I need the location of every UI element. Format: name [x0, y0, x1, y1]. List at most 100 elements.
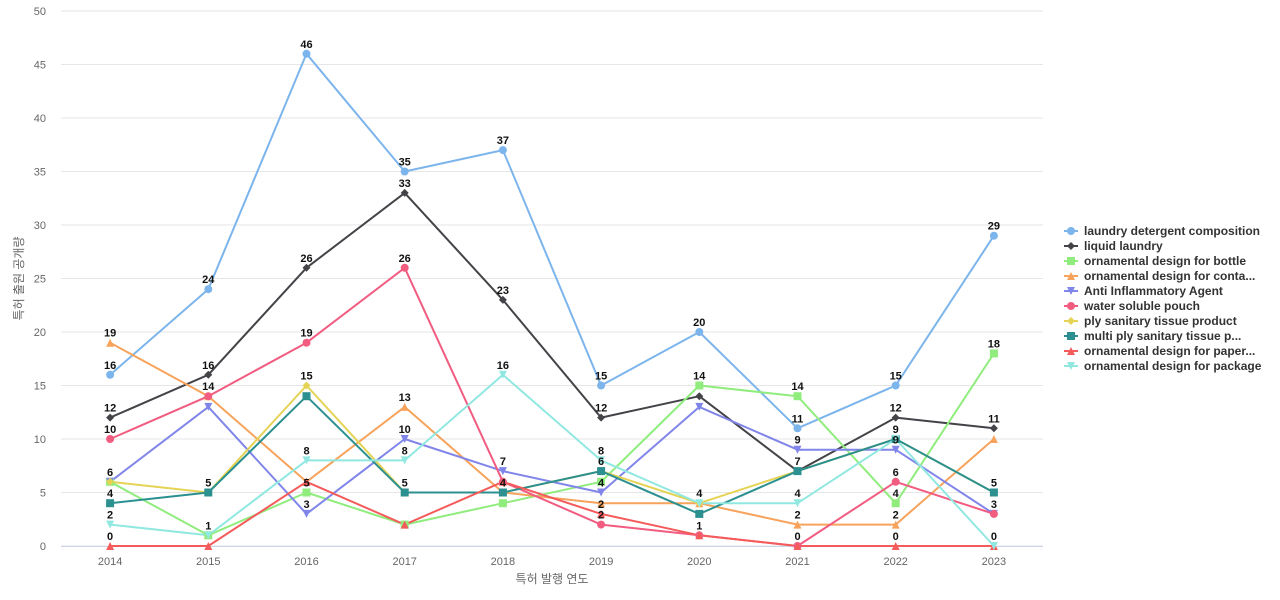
- data-point[interactable]: [498, 499, 507, 508]
- data-point[interactable]: [597, 456, 606, 465]
- legend-item[interactable]: multi ply sanitary tissue p...: [1064, 329, 1241, 343]
- legend-item[interactable]: liquid laundry: [1064, 239, 1163, 253]
- data-point[interactable]: [106, 477, 115, 486]
- data-point[interactable]: [793, 424, 802, 433]
- y-axis-ticks: 0 5 10 15 20 25 30 35 40 45 50: [34, 6, 46, 553]
- legend-item[interactable]: ornamental design for conta...: [1064, 269, 1255, 283]
- data-point[interactable]: [204, 285, 213, 294]
- data-point[interactable]: [989, 424, 998, 433]
- data-point[interactable]: [989, 435, 998, 443]
- data-point[interactable]: [400, 167, 409, 176]
- data-point[interactable]: [597, 520, 606, 529]
- data-point[interactable]: [891, 381, 900, 390]
- data-point[interactable]: [204, 370, 213, 379]
- data-point[interactable]: [400, 435, 409, 443]
- data-point[interactable]: [891, 435, 900, 443]
- data-point[interactable]: [204, 392, 213, 401]
- data-point[interactable]: [891, 520, 900, 529]
- data-label: 16: [104, 360, 116, 372]
- data-point[interactable]: [302, 488, 311, 497]
- data-label: 9: [794, 435, 800, 447]
- data-point[interactable]: [204, 488, 213, 497]
- data-point[interactable]: [302, 263, 311, 272]
- data-point[interactable]: [400, 520, 409, 529]
- data-point[interactable]: [597, 509, 606, 518]
- legend-marker: [1067, 272, 1075, 280]
- data-point[interactable]: [891, 477, 900, 486]
- data-point[interactable]: [891, 413, 900, 422]
- data-point[interactable]: [498, 370, 507, 379]
- data-label: 2: [893, 510, 899, 522]
- data-point[interactable]: [597, 413, 606, 422]
- data-point[interactable]: [498, 467, 507, 476]
- data-point[interactable]: [302, 381, 311, 390]
- data-label: 29: [988, 221, 1000, 233]
- data-point[interactable]: [106, 435, 115, 443]
- data-point[interactable]: [989, 542, 998, 550]
- data-point[interactable]: [400, 488, 409, 497]
- data-point[interactable]: [400, 263, 409, 272]
- data-point[interactable]: [204, 402, 213, 411]
- data-point[interactable]: [597, 381, 606, 390]
- legend-item[interactable]: laundry detergent composition: [1064, 224, 1260, 238]
- data-point[interactable]: [793, 467, 802, 476]
- data-point[interactable]: [106, 370, 115, 379]
- data-point[interactable]: [891, 542, 900, 550]
- legend-marker: [1067, 242, 1075, 250]
- data-point[interactable]: [498, 146, 507, 155]
- data-point[interactable]: [695, 509, 704, 518]
- data-point[interactable]: [302, 392, 311, 401]
- data-point[interactable]: [695, 328, 704, 336]
- data-point[interactable]: [891, 499, 900, 508]
- data-point[interactable]: [302, 49, 311, 58]
- data-label: 5: [402, 478, 408, 490]
- data-point[interactable]: [989, 231, 998, 240]
- data-point[interactable]: [498, 477, 507, 486]
- data-point[interactable]: [989, 488, 998, 497]
- data-point[interactable]: [302, 477, 311, 486]
- data-point[interactable]: [106, 338, 115, 347]
- legend-item[interactable]: water soluble pouch: [1064, 299, 1200, 313]
- data-point[interactable]: [204, 531, 213, 540]
- legend-item[interactable]: ornamental design for package: [1064, 359, 1262, 373]
- legend-item[interactable]: ornamental design for paper...: [1064, 344, 1255, 358]
- data-label: 24: [202, 274, 215, 286]
- data-point[interactable]: [400, 402, 409, 411]
- data-point[interactable]: [498, 488, 507, 497]
- y-tick-label: 20: [34, 327, 46, 339]
- data-point[interactable]: [400, 188, 409, 197]
- data-point[interactable]: [302, 456, 311, 465]
- data-point[interactable]: [989, 349, 998, 358]
- data-point[interactable]: [302, 509, 311, 518]
- data-point[interactable]: [793, 499, 802, 508]
- data-point[interactable]: [597, 467, 606, 476]
- data-point[interactable]: [106, 542, 115, 550]
- legend-item[interactable]: Anti Inflammatory Agent: [1064, 284, 1223, 298]
- data-point[interactable]: [793, 445, 802, 454]
- data-point[interactable]: [695, 499, 704, 508]
- legend-item[interactable]: ply sanitary tissue product: [1064, 314, 1237, 328]
- data-point[interactable]: [989, 509, 998, 518]
- data-label: 0: [794, 531, 800, 543]
- legend-label: Anti Inflammatory Agent: [1084, 284, 1223, 298]
- data-point[interactable]: [695, 531, 704, 540]
- data-point[interactable]: [793, 392, 802, 401]
- data-point[interactable]: [302, 338, 311, 347]
- data-point[interactable]: [793, 542, 802, 550]
- data-point[interactable]: [695, 402, 704, 411]
- data-point[interactable]: [400, 456, 409, 465]
- data-point[interactable]: [793, 520, 802, 529]
- data-point[interactable]: [106, 499, 115, 508]
- data-label: 14: [202, 381, 215, 393]
- data-point[interactable]: [695, 381, 704, 390]
- data-point[interactable]: [891, 445, 900, 454]
- data-point[interactable]: [204, 542, 213, 550]
- data-point[interactable]: [498, 295, 507, 304]
- data-point[interactable]: [597, 499, 606, 508]
- data-point[interactable]: [695, 392, 704, 401]
- data-point[interactable]: [597, 477, 606, 486]
- data-point[interactable]: [106, 413, 115, 422]
- legend-item[interactable]: ornamental design for bottle: [1064, 254, 1246, 268]
- data-point[interactable]: [597, 488, 606, 497]
- data-point[interactable]: [106, 520, 115, 529]
